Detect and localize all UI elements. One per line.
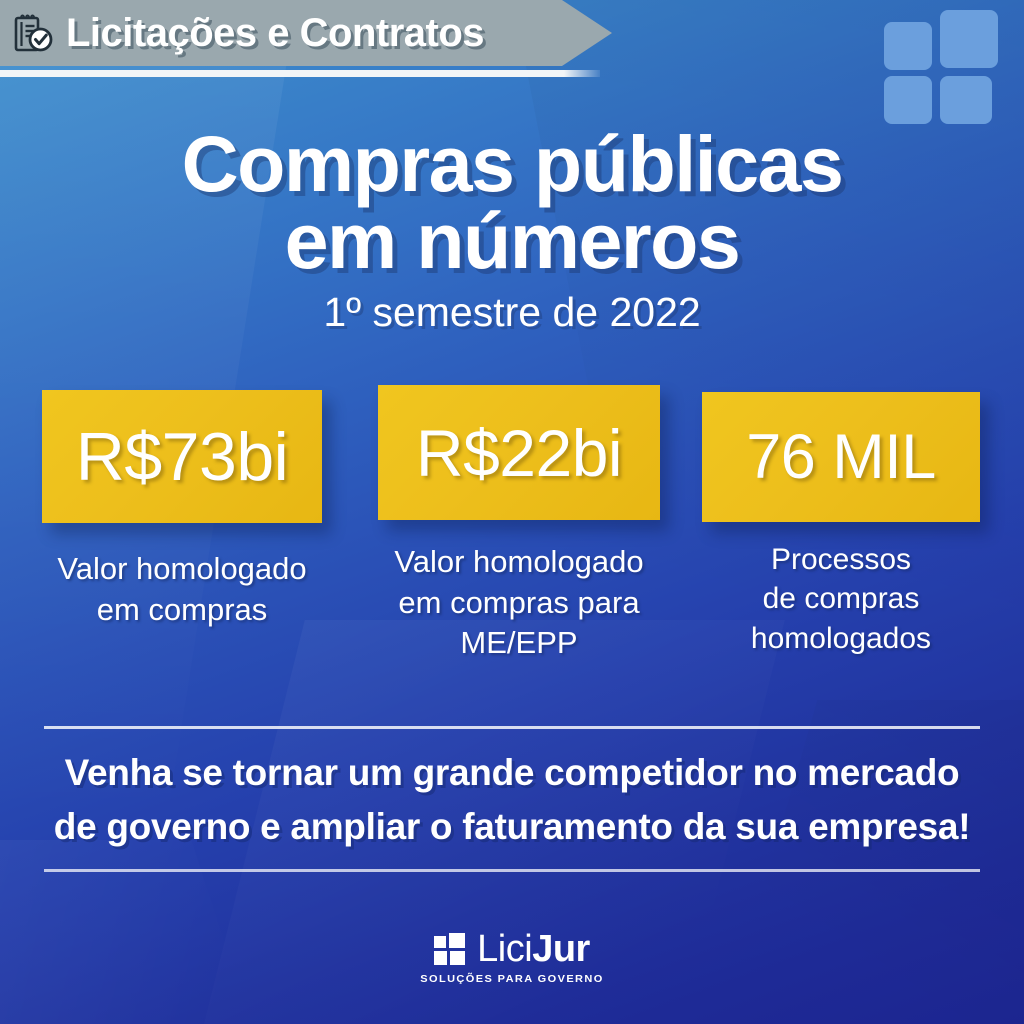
stat-card: R$73bi Valor homologado em compras — [42, 390, 322, 630]
deco-square-bottom-left — [884, 76, 932, 124]
logo-tagline: SOLUÇÕES PARA GOVERNO — [420, 973, 604, 985]
cta-text: Venha se tornar um grande competidor no … — [53, 752, 971, 847]
cta-divider-top — [44, 726, 980, 729]
cta-divider-bottom — [44, 869, 980, 873]
stat-card: R$22bi Valor homologado em compras para ME… — [378, 385, 660, 664]
deco-square-top-right — [940, 10, 998, 68]
clipboard-check-icon — [6, 7, 58, 59]
header-banner: Licitações e Contratos — [0, 0, 612, 66]
stat-value-box: 76 MIL — [702, 392, 980, 522]
stat-value: R$73bi — [75, 418, 289, 495]
stat-value: 76 MIL — [746, 421, 936, 492]
page-subtitle: 1º semestre de 2022 — [323, 289, 701, 336]
stat-caption: Valor homologado em compras para ME/EPP — [394, 544, 644, 661]
title-block: Compras públicas em números 1º semestre … — [0, 119, 1024, 336]
brand-logo: LiciJur SOLUÇÕES PARA GOVERNO — [0, 930, 1024, 985]
stat-card: 76 MIL Processos de compras homologados — [702, 392, 980, 658]
page-title-line-2: em números — [284, 195, 741, 285]
stat-value-box: R$73bi — [42, 390, 322, 523]
stat-caption: Valor homologado em compras — [57, 551, 307, 627]
page-title-line-1: Compras públicas — [181, 119, 844, 208]
four-squares-icon — [878, 8, 1002, 124]
stats-row: R$73bi Valor homologado em compras R$22bi… — [0, 380, 1024, 700]
stat-caption: Processos de compras homologados — [750, 543, 932, 655]
deco-square-bottom-right — [940, 76, 992, 124]
call-to-action: Venha se tornar um grande competidor no … — [44, 726, 980, 873]
logo-wordmark: LiciJur — [477, 930, 590, 968]
stat-value-box: R$22bi — [378, 385, 660, 520]
logo-row: LiciJur — [434, 930, 590, 968]
header-title: Licitações e Contratos — [66, 10, 485, 55]
logo-word-bold: Jur — [532, 928, 590, 970]
header-underline — [0, 70, 600, 77]
deco-square-top-left — [884, 22, 932, 70]
four-squares-logo-icon — [434, 933, 466, 965]
logo-word-light: Lici — [477, 928, 533, 970]
stat-value: R$22bi — [415, 415, 623, 490]
